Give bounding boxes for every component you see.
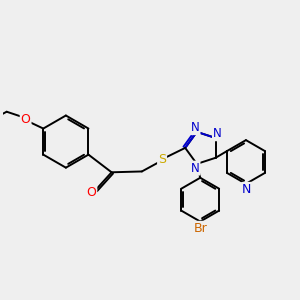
Text: O: O: [86, 186, 96, 199]
Text: N: N: [191, 162, 200, 175]
Text: S: S: [158, 153, 166, 166]
Text: Br: Br: [193, 222, 207, 235]
Text: N: N: [191, 121, 200, 134]
Text: N: N: [242, 183, 251, 196]
Text: O: O: [21, 113, 31, 126]
Text: N: N: [213, 127, 222, 140]
